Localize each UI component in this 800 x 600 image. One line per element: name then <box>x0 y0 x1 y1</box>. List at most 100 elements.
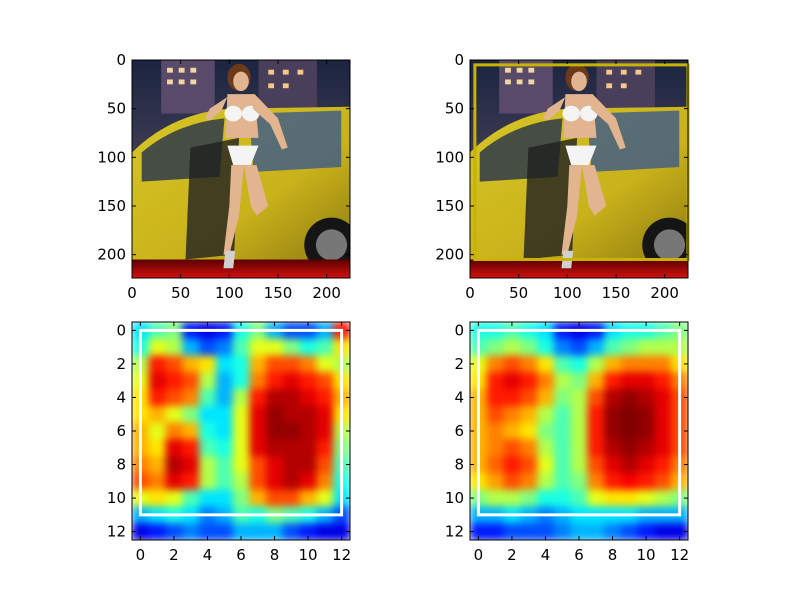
heatmap-cell <box>486 405 505 424</box>
x-tick-label: 6 <box>236 546 246 564</box>
heatmap-cell <box>215 439 234 457</box>
heatmap-cell <box>299 355 318 373</box>
heatmap-cell <box>299 372 318 390</box>
y-tick-label: 10 <box>445 489 464 507</box>
heatmap-cell <box>148 338 167 357</box>
heatmap-cell <box>637 355 656 373</box>
heatmap-cell <box>249 523 267 540</box>
heatmap-cell <box>316 439 334 457</box>
heatmap-cell <box>316 523 334 540</box>
heatmap-cell <box>249 472 267 491</box>
heatmap-cell <box>654 439 672 457</box>
heatmap-cell <box>215 523 234 540</box>
heatmap-cell <box>537 405 555 424</box>
heatmap-cell <box>182 489 200 508</box>
heatmap-cell <box>604 405 622 424</box>
heatmap-cell <box>553 439 572 457</box>
heatmap-cell <box>266 489 284 508</box>
heatmap-cell <box>520 355 538 373</box>
heatmap-cell <box>182 389 200 407</box>
heatmap-cell <box>199 422 217 440</box>
heatmap-cell <box>165 405 183 424</box>
heatmap-cell <box>620 489 639 508</box>
heatmap-cell <box>537 456 555 474</box>
heatmap-cell <box>553 489 572 508</box>
heatmap-cell <box>537 389 555 407</box>
heatmap-cell <box>282 405 301 424</box>
heatmap-cell <box>299 389 318 407</box>
heatmap-cell <box>520 422 538 440</box>
heatmap-cell <box>182 405 200 424</box>
heatmap-cell <box>282 422 301 440</box>
y-tick-label: 4 <box>454 388 464 406</box>
heatmap-cell <box>148 405 167 424</box>
heatmap-cell <box>520 372 538 390</box>
y-tick-label: 0 <box>454 321 464 339</box>
heatmap-cell <box>232 472 250 491</box>
heatmap-cell <box>537 338 555 357</box>
heatmap-cell <box>316 355 334 373</box>
heatmap-cell <box>165 422 183 440</box>
heatmap-cell <box>148 389 167 407</box>
heatmap-cell <box>570 338 588 357</box>
heatmap-cell <box>587 472 605 491</box>
x-tick-label: 150 <box>264 284 293 302</box>
heatmap-cell <box>215 472 234 491</box>
heatmap-cell <box>587 422 605 440</box>
heatmap-cell <box>249 338 267 357</box>
heatmap-cell <box>654 422 672 440</box>
heatmap-cell <box>165 338 183 357</box>
heatmap-cell <box>232 456 250 474</box>
heatmap-cell <box>587 523 605 540</box>
heatmap-cell <box>671 523 688 540</box>
heatmap-cell <box>232 422 250 440</box>
heatmap-cell <box>553 456 572 474</box>
photo-image <box>470 60 688 278</box>
heatmap-cell <box>182 372 200 390</box>
heatmap-cell <box>553 523 572 540</box>
heatmap-cell <box>486 472 505 491</box>
heatmap-cell <box>654 372 672 390</box>
heatmap-cell <box>553 389 572 407</box>
heatmap-cell <box>165 439 183 457</box>
heatmap-cell <box>232 489 250 508</box>
heatmap-cell <box>537 372 555 390</box>
heatmap-cell <box>486 489 505 508</box>
heatmap-cell <box>570 389 588 407</box>
x-tick-label: 150 <box>602 284 631 302</box>
heatmap-cell <box>232 389 250 407</box>
heatmap-cell <box>604 489 622 508</box>
heatmap-cell <box>199 456 217 474</box>
y-tick-label: 150 <box>435 197 464 215</box>
heatmap-cell <box>553 472 572 491</box>
heatmap-cell <box>503 389 521 407</box>
heatmap-cell <box>654 472 672 491</box>
heatmap-cell <box>148 472 167 491</box>
heatmap-cell <box>520 405 538 424</box>
heatmap-cell <box>570 456 588 474</box>
heatmap-cell <box>486 372 505 390</box>
heatmap-cell <box>587 489 605 508</box>
heatmap-cell <box>637 405 656 424</box>
heatmap-cell <box>232 439 250 457</box>
x-tick-label: 10 <box>299 546 318 564</box>
heatmap-cell <box>199 355 217 373</box>
heatmap-cell <box>570 372 588 390</box>
x-tick-label: 0 <box>136 546 146 564</box>
photo-image <box>132 60 350 278</box>
heatmap-cell <box>587 389 605 407</box>
x-tick-label: 50 <box>509 284 528 302</box>
heatmap-cell <box>503 489 521 508</box>
heatmap-cell <box>182 338 200 357</box>
heatmap-cell <box>620 472 639 491</box>
x-tick-label: 4 <box>541 546 551 564</box>
y-tick-label: 150 <box>97 197 126 215</box>
heatmap-cell <box>620 389 639 407</box>
y-tick-label: 0 <box>116 321 126 339</box>
heatmap-cell <box>165 389 183 407</box>
x-tick-label: 100 <box>215 284 244 302</box>
heatmap-cell <box>537 472 555 491</box>
heatmap-cell <box>604 372 622 390</box>
heatmap-cell <box>249 372 267 390</box>
